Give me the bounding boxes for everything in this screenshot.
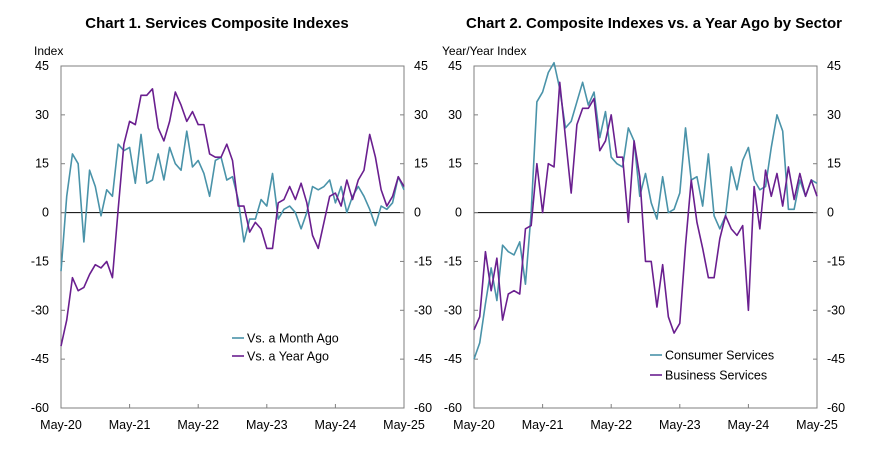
chart2-right-y-tick-label: 0 [827, 206, 834, 220]
chart1-series-line-vs-a-month-ago [60, 130, 405, 272]
chart2-x-tick-label: May-25 [796, 418, 838, 432]
chart1-title: Chart 1. Services Composite Indexes [85, 15, 348, 32]
chart1-x-tick-label: May-24 [315, 418, 357, 432]
chart1-left-y-tick-label: 15 [35, 157, 49, 171]
chart1-left-y-tick-label: 30 [35, 108, 49, 122]
chart2-plot-frame [473, 65, 818, 409]
chart1-x-tick-label: May-21 [109, 418, 151, 432]
chart2-x-tick-label: May-21 [522, 418, 564, 432]
chart1-legend-label-vs-a-year-ago: Vs. a Year Ago [247, 350, 329, 364]
chart2-left-y-tick-label: -45 [444, 352, 462, 366]
chart1-x-tick-label: May-25 [383, 418, 425, 432]
chart1-x-tick-label: May-20 [40, 418, 82, 432]
chart2-left-y-tick-label: -60 [444, 401, 462, 415]
chart1-x-tick-label: May-23 [246, 418, 288, 432]
chart1-right-y-tick-label: 30 [414, 108, 428, 122]
chart2-series-line-consumer-services [473, 61, 818, 360]
chart1-right-y-tick-label: 0 [414, 206, 421, 220]
chart2-legend-label-consumer-services: Consumer Services [665, 349, 774, 363]
chart1-right-y-tick-label: -30 [414, 303, 432, 317]
chart2-left-y-tick-label: 30 [448, 108, 462, 122]
chart-2-composite-by-sector: Chart 2. Composite Indexes vs. a Year Ag… [442, 15, 845, 432]
chart1-right-y-tick-label: 45 [414, 59, 428, 73]
chart2-right-y-tick-label: 30 [827, 108, 841, 122]
chart2-right-y-tick-label: 45 [827, 59, 841, 73]
chart2-right-y-tick-label: -15 [827, 254, 845, 268]
chart2-legend-label-business-services: Business Services [665, 369, 767, 383]
chart1-left-y-tick-label: -15 [31, 254, 49, 268]
chart1-left-y-tick-label: 45 [35, 59, 49, 73]
chart1-series-line-vs-a-year-ago [60, 88, 405, 347]
chart2-left-y-tick-label: -30 [444, 303, 462, 317]
chart2-right-y-tick-label: 15 [827, 157, 841, 171]
chart1-left-y-tick-label: 0 [42, 206, 49, 220]
chart2-x-tick-label: May-23 [659, 418, 701, 432]
chart2-left-y-tick-label: 45 [448, 59, 462, 73]
chart1-left-y-tick-label: -60 [31, 401, 49, 415]
chart-1-services-composite: Chart 1. Services Composite Indexes Index… [31, 15, 432, 432]
chart1-right-y-tick-label: -15 [414, 254, 432, 268]
chart1-plot-frame [60, 65, 405, 409]
chart2-left-y-tick-label: 15 [448, 157, 462, 171]
chart1-left-y-tick-label: -30 [31, 303, 49, 317]
chart2-x-tick-label: May-22 [590, 418, 632, 432]
chart1-right-y-tick-label: -60 [414, 401, 432, 415]
chart1-legend-label-vs-a-month-ago: Vs. a Month Ago [247, 332, 339, 346]
chart2-right-y-tick-label: -60 [827, 401, 845, 415]
chart1-y-axis-title: Index [34, 44, 63, 58]
chart2-x-tick-label: May-20 [453, 418, 495, 432]
chart1-right-y-tick-label: 15 [414, 157, 428, 171]
chart2-left-y-tick-label: 0 [455, 206, 462, 220]
chart2-right-y-tick-label: -30 [827, 303, 845, 317]
chart1-left-y-tick-label: -45 [31, 352, 49, 366]
chart1-x-tick-label: May-22 [177, 418, 219, 432]
chart2-title: Chart 2. Composite Indexes vs. a Year Ag… [466, 15, 842, 32]
chart2-left-y-tick-label: -15 [444, 254, 462, 268]
chart2-right-y-tick-label: -45 [827, 352, 845, 366]
chart2-x-tick-label: May-24 [728, 418, 770, 432]
chart2-series-line-business-services [473, 81, 818, 334]
chart2-y-axis-title: Year/Year Index [442, 44, 527, 58]
chart1-right-y-tick-label: -45 [414, 352, 432, 366]
